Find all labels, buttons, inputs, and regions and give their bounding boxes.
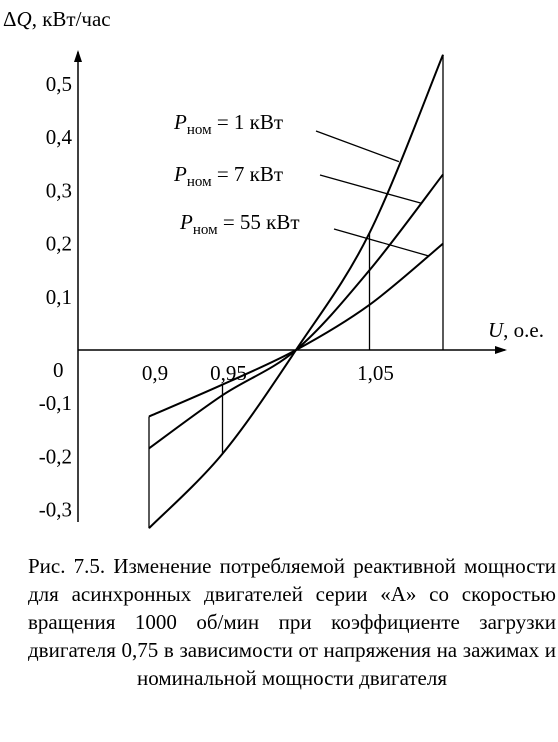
series-line — [148, 242, 444, 418]
series-label: Pном = 55 кВт — [179, 210, 300, 238]
series-label: Pном = 7 кВт — [173, 162, 283, 190]
leader-line — [319, 174, 422, 204]
y-tick-label: -0,3 — [39, 498, 72, 522]
x-tick-label: 1,05 — [357, 361, 394, 385]
y-tick-label: 0,5 — [46, 72, 72, 96]
y-tick-label: 0,2 — [46, 232, 72, 256]
y-axis-label: ΔQ, кВт/час — [3, 7, 111, 31]
figure-caption: Рис. 7.5. Изменение потребляемой реактив… — [28, 554, 556, 690]
leader-line — [333, 228, 429, 257]
series-labels: Pном = 1 кВт Pном = 7 кВт Pном = 55 кВт — [173, 110, 429, 257]
chart: ΔQ, кВт/час U, о.е. 0 0,5 0,4 0,3 0,2 0,1 -0,… — [3, 7, 544, 529]
series-curves — [148, 54, 444, 529]
y-tick-label: 0,1 — [46, 285, 72, 309]
origin-label: 0 — [53, 358, 64, 382]
x-axis-arrow — [495, 346, 507, 354]
axes — [74, 50, 507, 522]
x-axis-label: U, о.е. — [488, 318, 544, 342]
y-tick-label: -0,2 — [39, 444, 72, 468]
y-axis-arrow — [74, 50, 82, 62]
series-line — [148, 54, 444, 529]
tick-labels: 0,50,40,30,20,1-0,1-0,2-0,30,9 0,95 1,05 — [39, 72, 394, 522]
y-tick-label: 0,4 — [46, 125, 73, 149]
x-tick-label: 0,9 — [142, 361, 168, 385]
series-label: Pном = 1 кВт — [173, 110, 283, 138]
y-tick-label: -0,1 — [39, 391, 72, 415]
y-tick-label: 0,3 — [46, 178, 72, 202]
leader-line — [315, 130, 400, 163]
